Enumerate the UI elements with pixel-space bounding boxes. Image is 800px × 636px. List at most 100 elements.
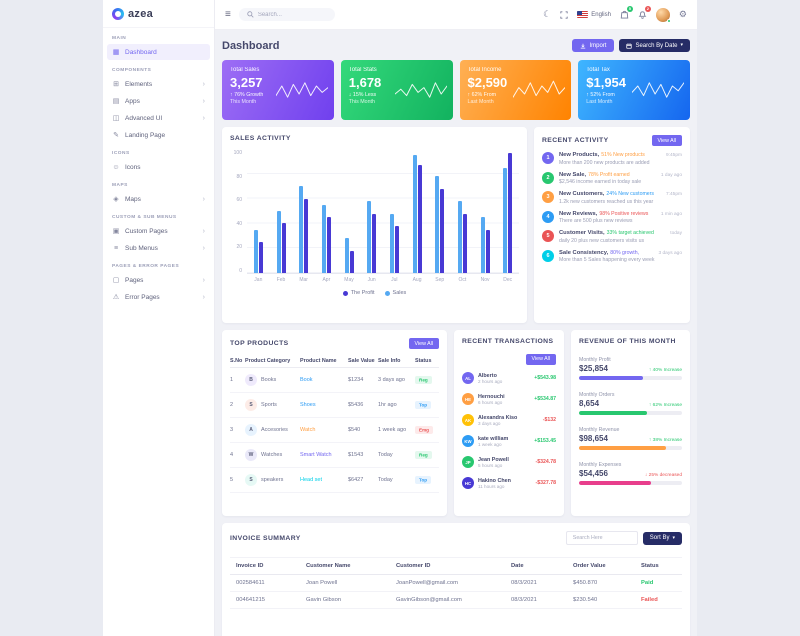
activity-item[interactable]: 4 New Reviews, 98% Positive reviews 1 min a… [542,210,682,224]
transaction-amount: +$534.87 [534,396,556,402]
sidebar-item-elements[interactable]: ⊞ Elements › [107,76,210,92]
menu-toggle-icon[interactable]: ≡ [225,8,231,20]
product-name-link[interactable]: Head set [300,477,323,483]
bar-the-profit [462,213,467,273]
product-name-link[interactable]: Book [300,377,313,383]
search-box[interactable] [238,8,335,21]
apps-icon: ▤ [112,97,120,105]
revenue-label: Monthly Profit [579,357,611,363]
fullscreen-icon[interactable] [560,10,568,19]
activity-subtitle: 98% Positive reviews [599,210,649,217]
activity-item[interactable]: 2 New Sale, 78% Profit earned 1 day ago $2,5… [542,171,682,185]
recent-activity-view-all-button[interactable]: View All [651,135,682,146]
sort-by-button[interactable]: Sort By ▾ [642,531,682,545]
x-axis-label: Oct [458,277,467,283]
sales-activity-chart: 100 80 60 40 20 0 [230,150,519,274]
transaction-item[interactable]: AK Alexandra Kiso 3 days ago -$132 [462,414,556,426]
transaction-amount: -$132 [542,417,556,423]
user-avatar[interactable] [655,7,671,23]
bar-the-profit [440,188,445,273]
progress-bar-fill [579,481,652,485]
activity-item[interactable]: 5 Customer Visits, 33% target achieved toda… [542,230,682,244]
activity-title: New Reviews, [559,210,598,217]
sidebar-item-advanced-ui[interactable]: ◫ Advanced UI › [107,110,210,126]
revenue-value: 8,654 [579,399,600,408]
sidebar-item-error-pages[interactable]: ⚠ Error Pages › [107,289,210,305]
legend-item-the-profit[interactable]: The Profit [342,290,375,296]
progress-bar-fill [579,376,643,380]
revenue-line: $98,654 ↑ 38% Increase [579,434,682,443]
invoice-summary-panel: INVOICE SUMMARY Sort By ▾ Invoice ID Cust… [222,523,690,636]
invoice-search-input[interactable] [565,531,638,545]
transaction-item[interactable]: HE Hernouchi 6 hours ago +$534.87 [462,393,556,405]
product-name-link[interactable]: Smart Watch [300,452,332,458]
bar-the-profit [326,217,331,273]
legend-item-sales[interactable]: Sales [384,290,406,296]
sidebar-item-label: Pages [125,276,144,284]
stat-card-title: Total Income [467,67,502,73]
activity-time: 1 min ago [660,211,682,217]
search-by-date-button[interactable]: Search By Date ▾ [619,39,690,52]
column-header: Date [511,563,524,569]
product-name-link[interactable]: Shoes [300,402,316,408]
transaction-item[interactable]: AL Alberto 2 hours ago +$543.98 [462,372,556,384]
bar-group-mar [292,150,315,273]
activity-body: New Customers, 24% New customers 7:45pm 1.2… [559,191,682,205]
page-header: Dashboard Import Search By Date ▾ [222,39,690,52]
bar-the-profit [417,165,422,273]
bar-sales [321,204,326,273]
sidebar-section-label: MAPS [112,183,128,188]
bar-group-nov [474,150,497,273]
sidebar-nav: MAIN ▦ Dashboard COMPONENTS ⊞ Elements › ▤ Apps ›… [103,36,214,305]
sidebar-item-dashboard[interactable]: ▦ Dashboard [107,44,210,60]
brand-logo[interactable]: azea [103,0,214,28]
transaction-name: kate william [478,435,509,442]
product-name-link[interactable]: Watch [300,427,316,433]
revenue-block-monthly-revenue: Monthly Revenue $98,654 ↑ 38% Increase [579,427,682,450]
chevron-right-icon: › [202,293,205,301]
online-status-dot [666,18,671,23]
bar-sales [412,155,417,273]
activity-line1: Sale Consistency, 80% growth, 3 days ago [559,250,682,256]
cart-button[interactable]: 5 [620,6,633,19]
column-header: Product Name [300,358,337,364]
activity-body: Sale Consistency, 80% growth, 3 days ago Mo… [559,250,682,264]
top-products-view-all-button[interactable]: View All [408,338,439,349]
transaction-item[interactable]: KW kate william 1 week ago +$153.45 [462,435,556,447]
bar-sales [253,229,258,273]
sidebar-item-apps[interactable]: ▤ Apps › [107,93,210,109]
sales-activity-title: SALES ACTIVITY [230,135,291,142]
sparkline-chart [394,82,447,98]
activity-subtitle: 24% New customers [606,191,654,197]
error-pages-icon: ⚠ [112,293,120,301]
language-selector[interactable]: English [577,11,611,18]
chevron-right-icon: › [202,276,205,284]
activity-time: 7:45pm [666,192,682,197]
transaction-name: Alexandra Kiso [478,414,518,421]
sidebar-item-sub-menus[interactable]: ≡ Sub Menus › [107,240,210,256]
activity-item[interactable]: 1 New Products, 51% New products 9:45pm More… [542,152,682,166]
avatar: AK [462,414,474,426]
x-axis-label: Sep [435,277,445,283]
sidebar-item-custom-pages[interactable]: ▣ Custom Pages › [107,223,210,239]
search-input[interactable] [257,11,327,18]
transaction-info: kate william 1 week ago [478,436,530,447]
x-axis-label: Jul [391,277,398,283]
dark-mode-icon[interactable]: ☾ [543,9,552,19]
activity-item[interactable]: 6 Sale Consistency, 80% growth, 3 days ago M… [542,249,682,264]
transaction-item[interactable]: HC Hakino Chen 11 hours ago -$327.78 [462,477,556,489]
landing-page-icon: ✎ [113,131,119,139]
activity-number-badge: 5 [542,230,554,242]
recent-transactions-view-all-button[interactable]: View All [525,353,556,365]
sidebar-item-maps[interactable]: ◈ Maps › [107,191,210,207]
notifications-button[interactable]: 2 [638,6,651,19]
status-badge: Reg [415,375,432,384]
sidebar-item-icons[interactable]: ☺ Icons [107,159,210,175]
chart-plot-area [247,150,519,274]
transaction-item[interactable]: JP Jean Powell 5 hours ago -$324.78 [462,456,556,468]
sidebar-item-pages[interactable]: ▢ Pages › [107,272,210,288]
sidebar-item-landing-page[interactable]: ✎ Landing Page [107,127,210,143]
settings-gear-icon[interactable]: ⚙ [678,9,687,19]
import-button[interactable]: Import [572,39,615,52]
activity-item[interactable]: 3 New Customers, 24% New customers 7:45pm 1.… [542,191,682,205]
